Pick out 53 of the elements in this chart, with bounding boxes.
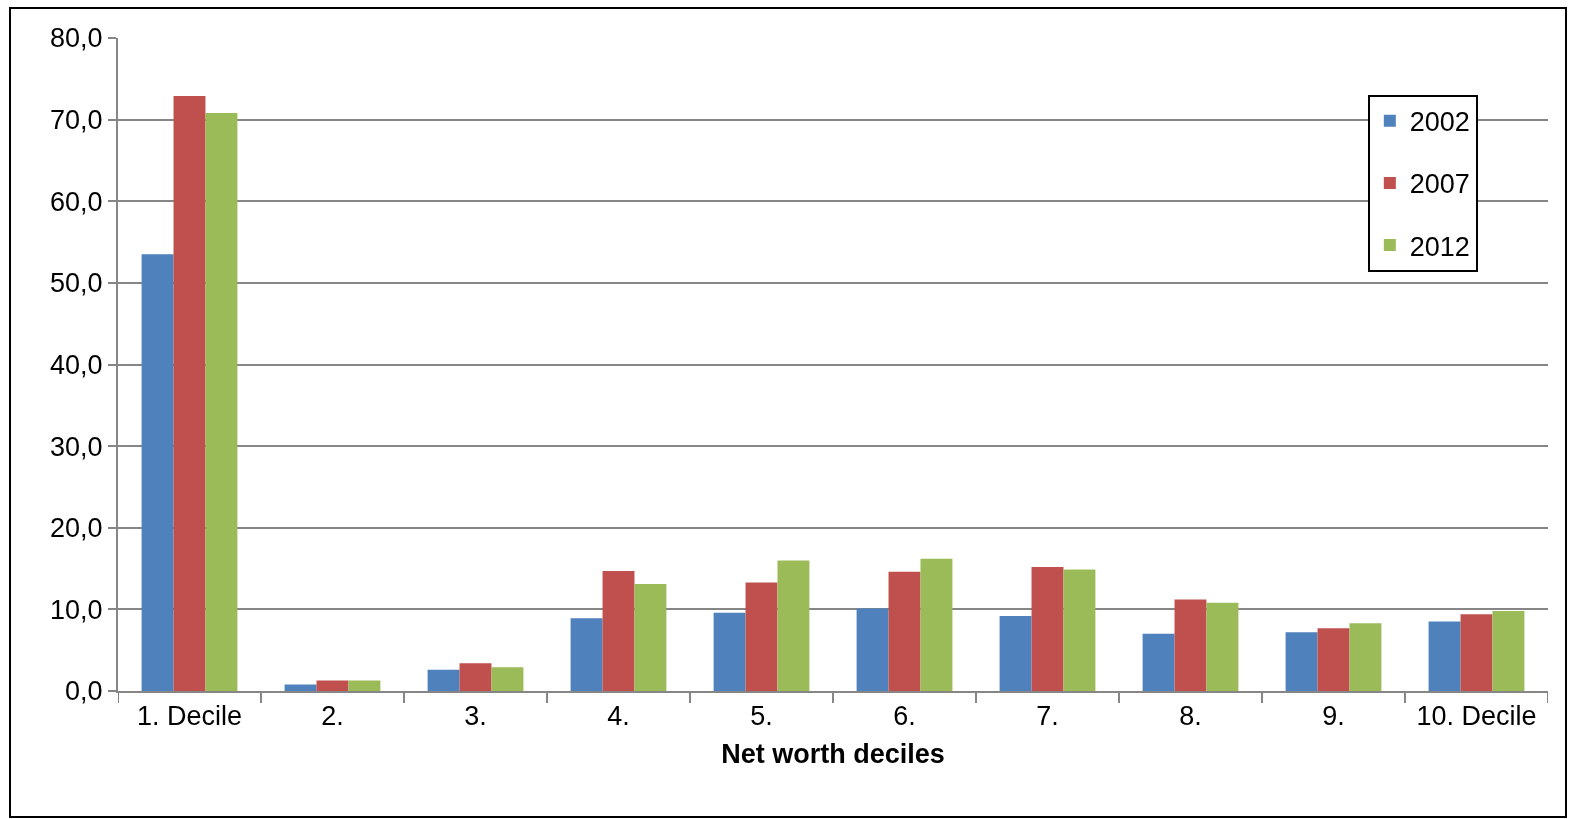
bar	[491, 667, 524, 691]
bar	[888, 571, 921, 691]
bar	[745, 582, 778, 691]
bar	[920, 558, 953, 691]
x-tick-label: 10. Decile	[1416, 701, 1537, 732]
y-tick-label: 0,0	[65, 676, 103, 707]
x-tick-label: 3.	[464, 701, 487, 732]
bar	[1206, 602, 1239, 691]
bar	[634, 584, 667, 691]
bar	[141, 254, 174, 691]
bar	[999, 615, 1032, 691]
x-tick-label: 5.	[750, 701, 773, 732]
legend-label: 2012	[1409, 231, 1470, 262]
y-tick-label: 60,0	[50, 186, 103, 217]
x-tick-label: 6.	[893, 701, 916, 732]
x-tick-label: 4.	[607, 701, 630, 732]
bar	[1349, 623, 1382, 691]
x-axis-title: Net worth deciles	[721, 739, 945, 770]
y-tick-label: 20,0	[50, 513, 103, 544]
bar	[1317, 628, 1350, 691]
y-tick-label: 70,0	[50, 105, 103, 136]
bar	[1285, 632, 1318, 691]
bar	[205, 113, 238, 691]
bar	[1428, 621, 1461, 691]
legend-label: 2002	[1409, 107, 1470, 138]
legend-label: 2007	[1409, 169, 1470, 200]
bar	[570, 618, 603, 691]
bar	[459, 663, 492, 691]
bar	[316, 680, 349, 691]
y-tick-label: 30,0	[50, 431, 103, 462]
x-tick-label: 7.	[1036, 701, 1059, 732]
bar	[427, 669, 460, 691]
bar	[1142, 633, 1175, 691]
x-tick-label: 1. Decile	[136, 701, 243, 732]
x-tick-label: 8.	[1179, 701, 1202, 732]
bar	[173, 95, 206, 691]
x-tick-label: 9.	[1322, 701, 1345, 732]
bar	[1460, 614, 1493, 691]
bar	[1063, 569, 1096, 691]
bar	[856, 608, 889, 691]
bar	[284, 684, 317, 691]
bar	[713, 612, 746, 691]
y-tick-label: 50,0	[50, 268, 103, 299]
bar	[1174, 599, 1207, 691]
bar	[777, 560, 810, 691]
y-tick-label: 80,0	[50, 23, 103, 54]
y-tick-label: 40,0	[50, 349, 103, 380]
bar	[1492, 611, 1525, 691]
bar	[602, 571, 635, 691]
x-tick-label: 2.	[321, 701, 344, 732]
bar	[1031, 566, 1064, 691]
bar	[348, 680, 381, 691]
y-tick-label: 10,0	[50, 594, 103, 625]
